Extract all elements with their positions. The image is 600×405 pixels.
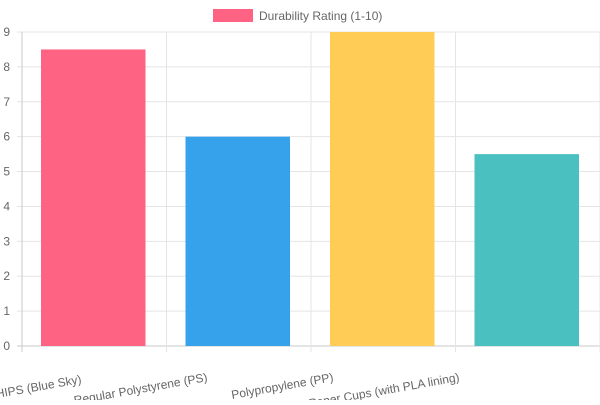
legend-swatch bbox=[213, 9, 253, 22]
y-tick-label: 0 bbox=[3, 339, 10, 353]
y-tick-label: 4 bbox=[3, 199, 10, 213]
bar bbox=[474, 154, 579, 346]
y-tick-label: 6 bbox=[3, 130, 10, 144]
y-tick-label: 5 bbox=[3, 165, 10, 179]
y-tick-label: 8 bbox=[3, 60, 10, 74]
y-tick-label: 7 bbox=[3, 95, 10, 109]
y-axis: 0 1 2 3 4 5 6 7 8 9 bbox=[3, 25, 10, 353]
x-tick-label: Regular Polystyrene (PS) bbox=[73, 370, 209, 400]
y-tick-label: 2 bbox=[3, 269, 10, 283]
bar bbox=[41, 49, 146, 346]
x-tick-label: HIPS (Blue Sky) bbox=[0, 372, 83, 400]
x-axis: HIPS (Blue Sky)Regular Polystyrene (PS) P… bbox=[0, 370, 461, 405]
bars bbox=[41, 32, 579, 346]
y-tick-label: 9 bbox=[3, 25, 10, 39]
legend[interactable]: Durability Rating (1-10) bbox=[213, 9, 382, 23]
bar bbox=[185, 136, 290, 346]
y-tick-label: 3 bbox=[3, 234, 10, 248]
bar bbox=[330, 32, 435, 346]
y-tick-label: 1 bbox=[3, 304, 10, 318]
legend-label: Durability Rating (1-10) bbox=[259, 9, 382, 23]
